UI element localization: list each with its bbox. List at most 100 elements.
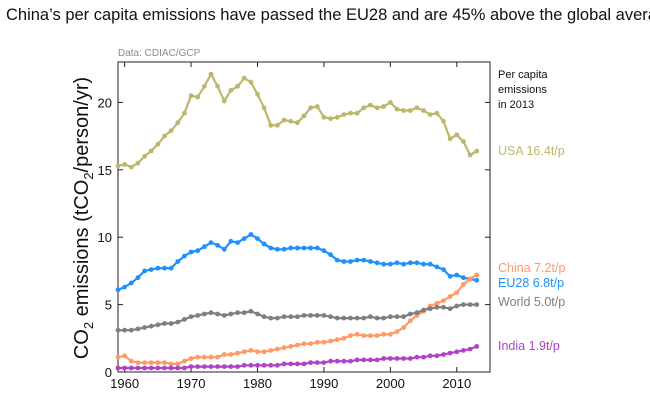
point-eu28-1992 (334, 257, 340, 263)
point-eu28-1994 (348, 259, 353, 264)
point-usa-1996 (361, 105, 367, 111)
line-china (117, 274, 478, 365)
point-usa-1961 (128, 164, 134, 170)
series-china (115, 272, 480, 367)
point-world-1984 (281, 314, 287, 320)
point-eu28-1985 (288, 245, 294, 251)
point-eu28-1961 (128, 280, 134, 286)
legend-title-line-3: in 2013 (498, 99, 534, 111)
point-eu28-1998 (374, 260, 380, 266)
point-india-1960 (122, 365, 127, 371)
point-world-2011 (461, 302, 466, 307)
point-usa-2009 (447, 136, 453, 142)
point-world-1974 (215, 311, 221, 317)
point-world-1963 (142, 325, 148, 330)
point-eu28-1997 (368, 259, 373, 264)
point-india-1993 (341, 358, 347, 364)
point-eu28-1970 (188, 249, 194, 255)
point-india-2009 (447, 350, 453, 356)
axes: 1960 1970 1980 1990 2000 2010 0 5 10 15 20 (98, 61, 491, 391)
y-axis-label-co: CO (71, 329, 93, 359)
point-eu28-1966 (162, 265, 167, 271)
point-china-2007 (434, 300, 440, 306)
point-eu28-1960 (122, 284, 127, 290)
y-axis-label: CO2 emissions (tCO2/person/yr) (71, 77, 96, 359)
point-world-1982 (268, 315, 274, 321)
point-china-1963 (142, 360, 148, 365)
point-usa-1978 (241, 75, 247, 81)
point-india-2000 (388, 356, 393, 361)
point-china-1972 (202, 354, 207, 360)
chart-title: China’s per capita emissions have passed… (6, 6, 650, 24)
y-axis-label-end: /person/yr) (71, 77, 93, 173)
point-usa-1964 (148, 148, 154, 154)
point-eu28-1968 (175, 259, 181, 264)
point-usa-1999 (381, 104, 387, 109)
point-india-1974 (215, 364, 221, 369)
legend-title-line-1: Per capita (498, 69, 548, 81)
point-eu28-1995 (354, 257, 360, 263)
plot-frame (117, 61, 491, 373)
label-china: China 7.2t/p (498, 261, 565, 275)
point-china-1964 (148, 360, 154, 365)
point-india-1988 (308, 360, 313, 365)
point-india-1968 (175, 365, 181, 371)
point-china-2009 (447, 294, 453, 299)
x-tick-label-1990: 1990 (309, 376, 338, 391)
point-usa-1980 (255, 91, 260, 97)
point-usa-1977 (235, 83, 241, 89)
point-china-1987 (301, 341, 307, 347)
point-india-1961 (128, 365, 134, 371)
point-china-2011 (461, 282, 466, 287)
point-eu28-1980 (255, 236, 260, 242)
point-china-1977 (235, 350, 241, 356)
point-world-2010 (454, 303, 460, 309)
point-china-1992 (334, 337, 340, 343)
point-usa-2001 (394, 106, 400, 112)
point-usa-1997 (368, 102, 373, 108)
point-india-1994 (348, 358, 353, 364)
point-eu28-1963 (142, 268, 148, 274)
point-usa-1976 (228, 87, 234, 93)
point-china-1988 (308, 341, 313, 347)
point-world-1986 (295, 314, 300, 320)
point-india-1967 (168, 365, 174, 371)
point-usa-2012 (467, 152, 473, 158)
point-china-1998 (374, 333, 380, 338)
point-india-1972 (202, 364, 207, 369)
point-india-2011 (461, 348, 466, 353)
point-world-1979 (248, 308, 254, 314)
point-india-1973 (208, 364, 214, 369)
series-lines (115, 71, 480, 371)
point-india-2013 (474, 344, 480, 349)
point-usa-1969 (182, 110, 187, 116)
point-world-2012 (467, 302, 473, 307)
point-usa-1974 (215, 83, 221, 89)
point-eu28-2006 (427, 261, 433, 267)
point-eu28-1977 (235, 240, 241, 246)
point-india-1991 (328, 358, 333, 364)
point-world-1962 (135, 326, 141, 332)
point-eu28-1996 (361, 257, 367, 263)
point-china-1970 (188, 356, 194, 361)
point-eu28-2003 (407, 260, 413, 266)
point-india-2001 (394, 356, 400, 361)
point-world-1989 (314, 313, 320, 318)
point-china-1971 (195, 354, 201, 360)
point-india-1978 (241, 362, 247, 368)
point-india-2010 (454, 349, 460, 355)
point-eu28-1971 (195, 248, 201, 254)
point-world-2006 (427, 306, 433, 312)
point-eu28-1989 (314, 245, 320, 251)
point-china-1968 (175, 361, 181, 367)
point-world-2004 (414, 310, 420, 316)
point-india-1984 (281, 361, 287, 367)
point-eu28-2007 (434, 264, 440, 270)
point-china-2000 (388, 331, 393, 337)
point-usa-2010 (454, 132, 460, 138)
point-india-1992 (334, 358, 340, 364)
point-china-1975 (221, 352, 227, 357)
point-india-1989 (314, 360, 320, 365)
series-eu28 (115, 232, 480, 293)
point-india-1977 (235, 364, 241, 369)
